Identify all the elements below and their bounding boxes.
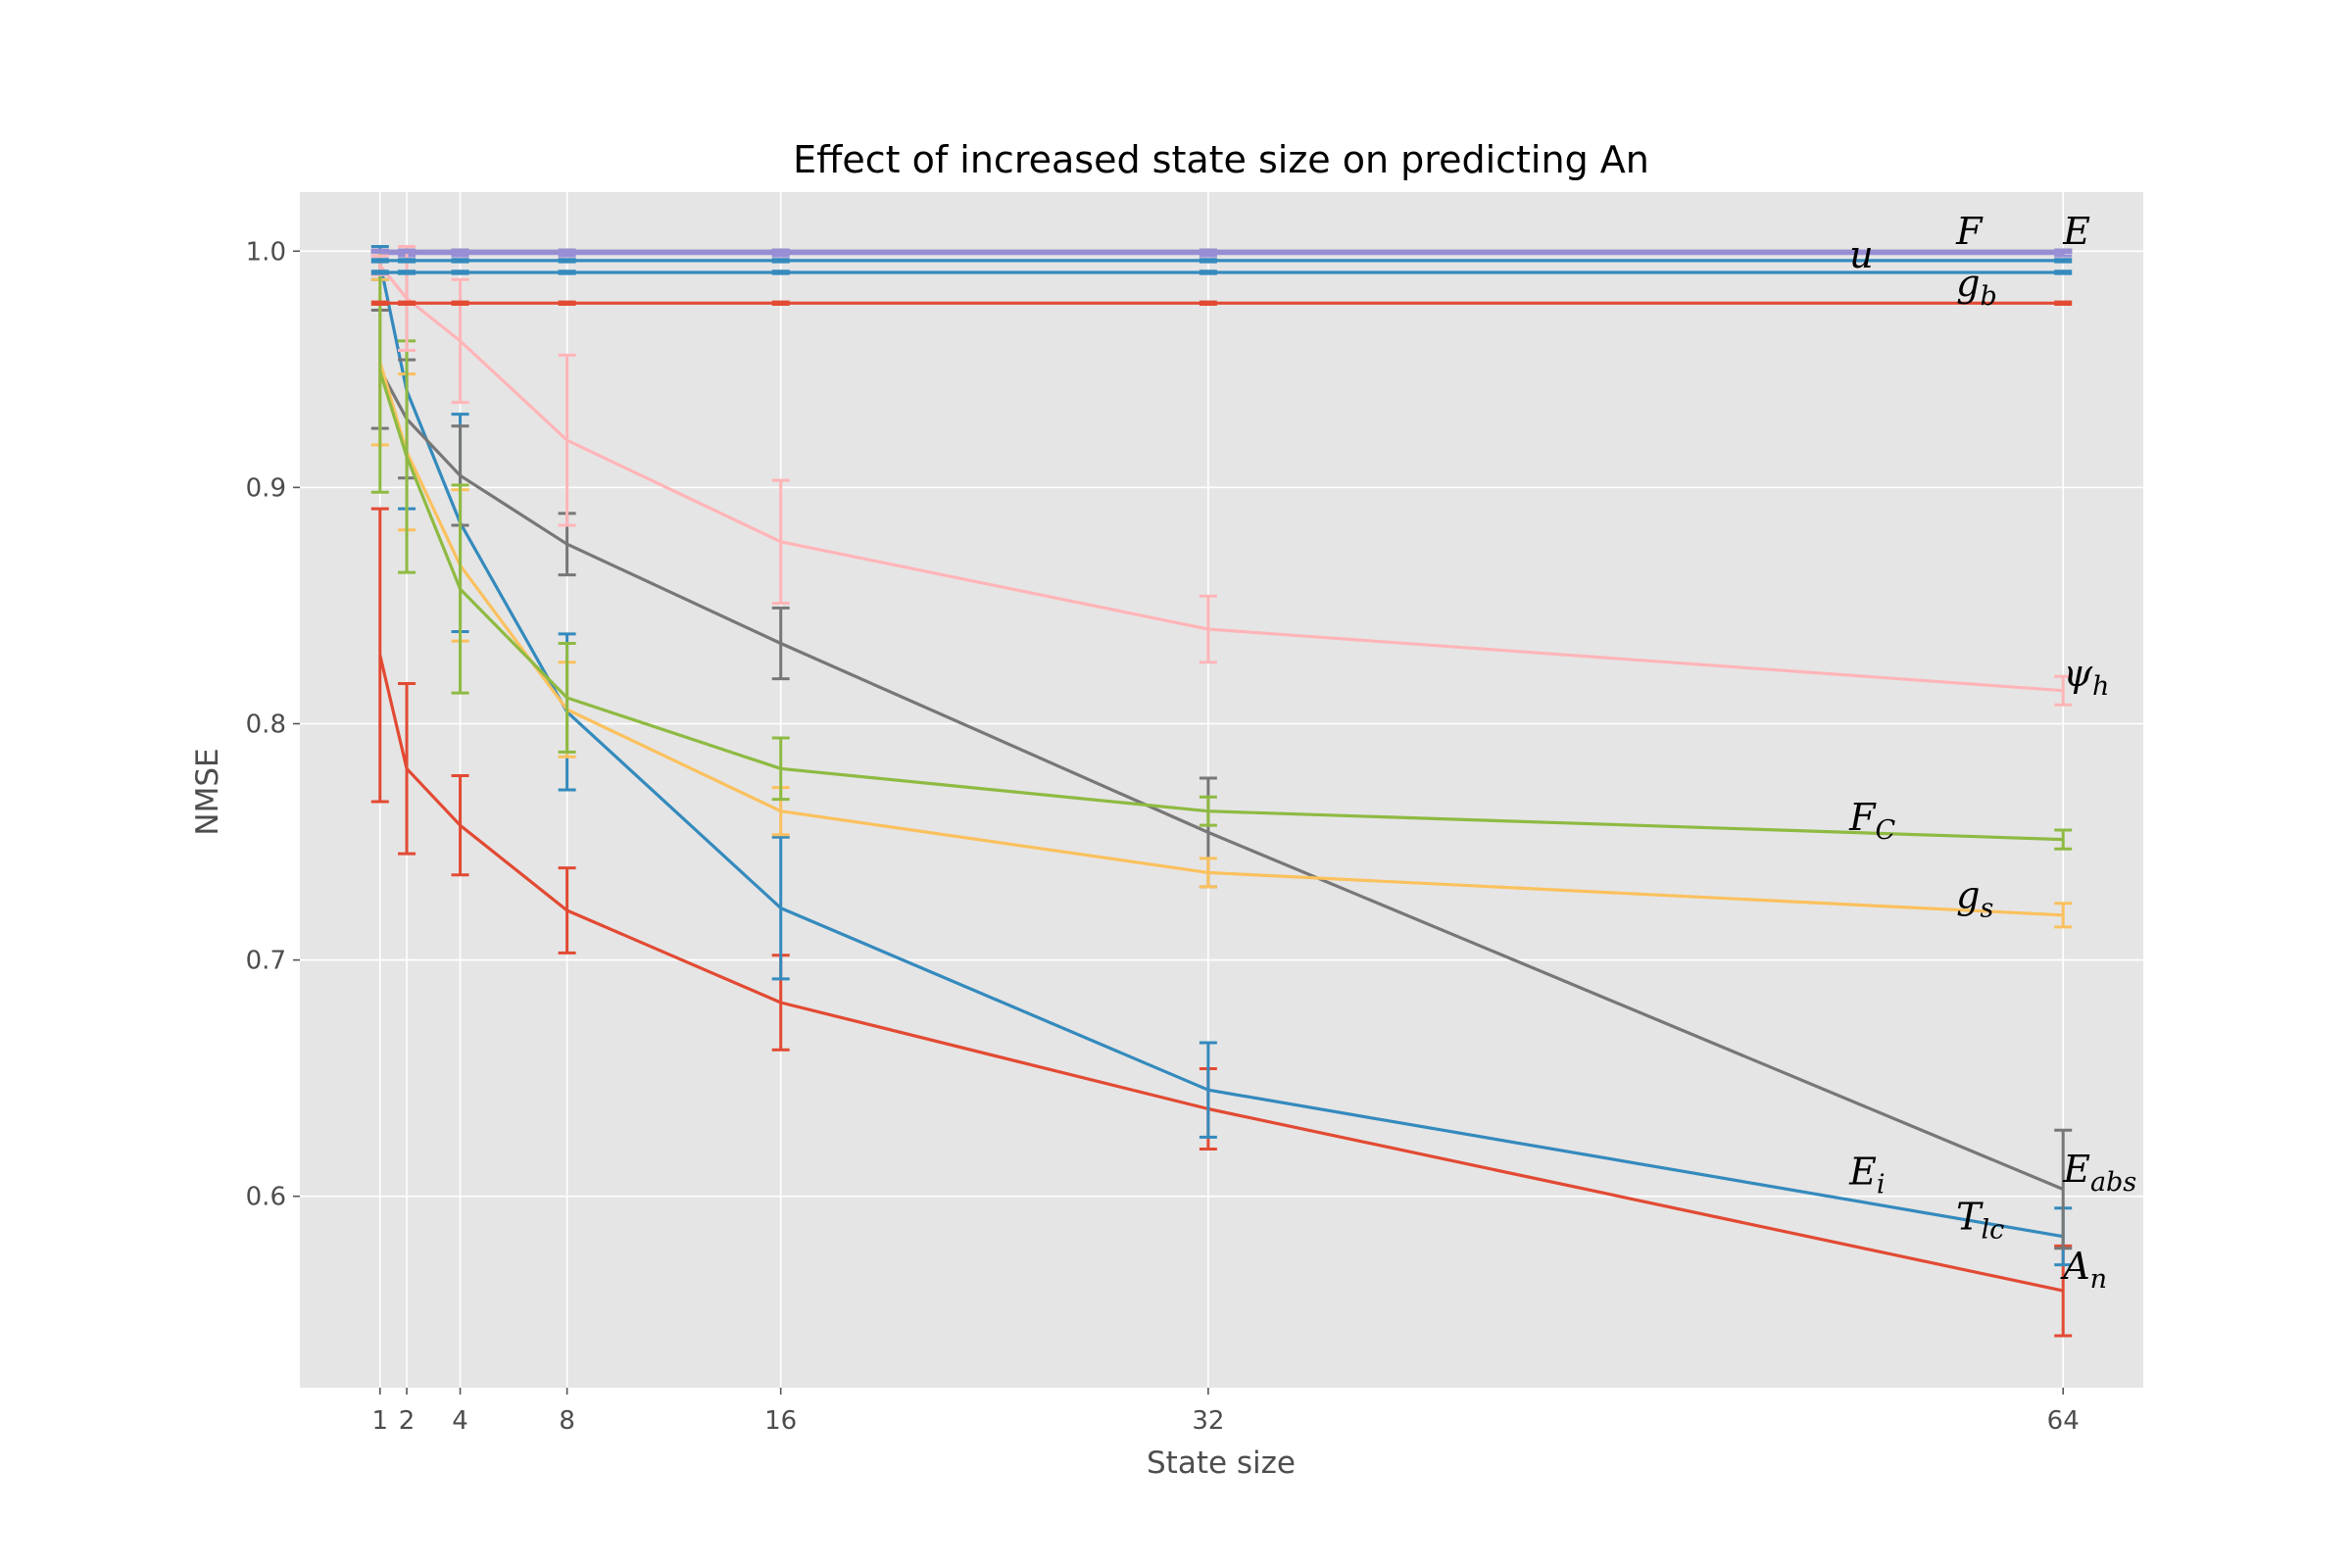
series-label: An [2060, 1245, 2107, 1295]
series-label-main: F [1848, 796, 1877, 839]
series-7 [370, 300, 2073, 307]
x-tick-label: 4 [452, 1406, 468, 1436]
series-label-main: E [2062, 210, 2090, 253]
series-label: Ei [1848, 1151, 1885, 1200]
series-label-main: E [1848, 1151, 1877, 1194]
series-label-main: A [2060, 1245, 2089, 1288]
plot-area [300, 192, 2143, 1388]
x-axis-label: State size [1147, 1446, 1296, 1481]
series-label-main: T [1956, 1195, 1984, 1238]
series-label-subscript: i [1877, 1170, 1886, 1200]
series-8 [370, 270, 2073, 275]
series-label-main: E [2062, 1148, 2090, 1191]
y-tick-label: 0.6 [246, 1183, 286, 1212]
x-ticks: 1 2 4 8 16 32 64 [372, 1388, 2080, 1436]
series-label-subscript: abs [2090, 1167, 2136, 1198]
y-axis-label: NMSE [190, 748, 225, 835]
series-label: F [1955, 210, 1984, 253]
series-11 [370, 258, 2073, 264]
x-tick-label: 64 [2047, 1406, 2080, 1436]
y-ticks: 0.6 0.7 0.8 0.9 1.0 [246, 237, 300, 1212]
y-tick-label: 1.0 [246, 237, 286, 267]
series-6 [370, 244, 2073, 707]
series-label-subscript: lc [1982, 1214, 2005, 1245]
series-label: FC [1848, 796, 1895, 846]
series-label: u [1849, 233, 1873, 276]
series-label-subscript: b [1981, 281, 1997, 312]
y-tick-label: 0.9 [246, 473, 286, 503]
series-label-subscript: s [1981, 894, 1994, 924]
series-label: gb [1956, 262, 1997, 312]
series-label: Eabs [2062, 1148, 2136, 1198]
x-tick-label: 8 [559, 1406, 575, 1436]
x-tick-label: 16 [764, 1406, 797, 1436]
series-label: Tlc [1956, 1195, 2004, 1245]
y-tick-label: 0.7 [246, 947, 286, 976]
x-tick-label: 32 [1192, 1406, 1224, 1436]
series-label-subscript: h [2092, 671, 2109, 702]
series-label-main: u [1849, 233, 1873, 276]
series-label-main: g [1956, 874, 1980, 917]
series-label-subscript: C [1876, 815, 1896, 846]
y-tick-label: 0.8 [246, 710, 286, 739]
series-5 [370, 249, 2073, 851]
series-label-main: F [1955, 210, 1984, 253]
series-10 [370, 248, 2073, 254]
series-label-subscript: n [2090, 1264, 2107, 1295]
x-tick-label: 1 [372, 1406, 389, 1436]
chart-title: Effect of increased state size on predic… [793, 138, 1649, 181]
series-label-main: ψ [2063, 652, 2093, 695]
series-label-main: g [1956, 262, 1980, 305]
series-label: E [2062, 210, 2090, 253]
series-label: gs [1956, 874, 1993, 924]
series-label: ψh [2063, 652, 2109, 702]
series-layer [370, 244, 2073, 1338]
x-tick-label: 2 [399, 1406, 416, 1436]
